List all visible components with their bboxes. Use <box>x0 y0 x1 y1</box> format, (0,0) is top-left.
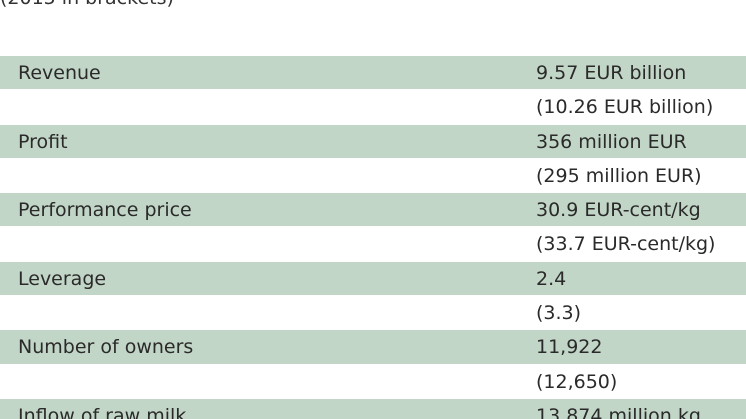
row-value: 30.9 EUR-cent/kg <box>536 199 701 222</box>
table-row-number-of-owners-previous: (12,650) <box>0 364 746 399</box>
table-row-number-of-owners: Number of owners 11,922 <box>0 330 746 365</box>
row-label: Revenue <box>18 62 101 84</box>
row-label: Inflow of raw milk <box>18 404 187 419</box>
row-value: 9.57 EUR billion <box>536 62 687 84</box>
row-previous-value: (12,650) <box>536 370 618 393</box>
row-previous-value: (10.26 EUR billion) <box>536 96 714 119</box>
row-previous-value: (3.3) <box>536 302 582 325</box>
table-caption: (2015 in brackets) <box>0 0 174 12</box>
row-label: Profit <box>18 130 68 153</box>
row-value: 2.4 <box>536 267 567 290</box>
table-row-inflow-of-raw-milk: Inflow of raw milk 13,874 million kg <box>0 398 746 419</box>
row-label: Performance price <box>18 199 192 222</box>
table-row-profit-previous: (295 million EUR) <box>0 158 746 194</box>
table-row-performance-price: Performance price 30.9 EUR-cent/kg <box>0 193 746 228</box>
table-row-profit: Profit 356 million EUR <box>0 124 746 159</box>
table-row-leverage: Leverage 2.4 <box>0 261 746 297</box>
row-previous-value: (295 million EUR) <box>536 164 702 187</box>
row-label: Number of owners <box>18 336 194 359</box>
row-previous-value: (33.7 EUR-cent/kg) <box>536 233 716 256</box>
table-row-leverage-previous: (3.3) <box>0 296 746 331</box>
table-row-performance-price-previous: (33.7 EUR-cent/kg) <box>0 227 746 262</box>
table-row-revenue-previous: (10.26 EUR billion) <box>0 90 746 125</box>
key-figures-table: Revenue 9.57 EUR billion (10.26 EUR bill… <box>0 56 746 419</box>
row-value: 356 million EUR <box>536 130 687 153</box>
row-value: 13,874 million kg <box>536 404 701 419</box>
row-label: Leverage <box>18 267 107 290</box>
row-value: 11,922 <box>536 336 603 359</box>
table-row-revenue: Revenue 9.57 EUR billion <box>0 56 746 91</box>
